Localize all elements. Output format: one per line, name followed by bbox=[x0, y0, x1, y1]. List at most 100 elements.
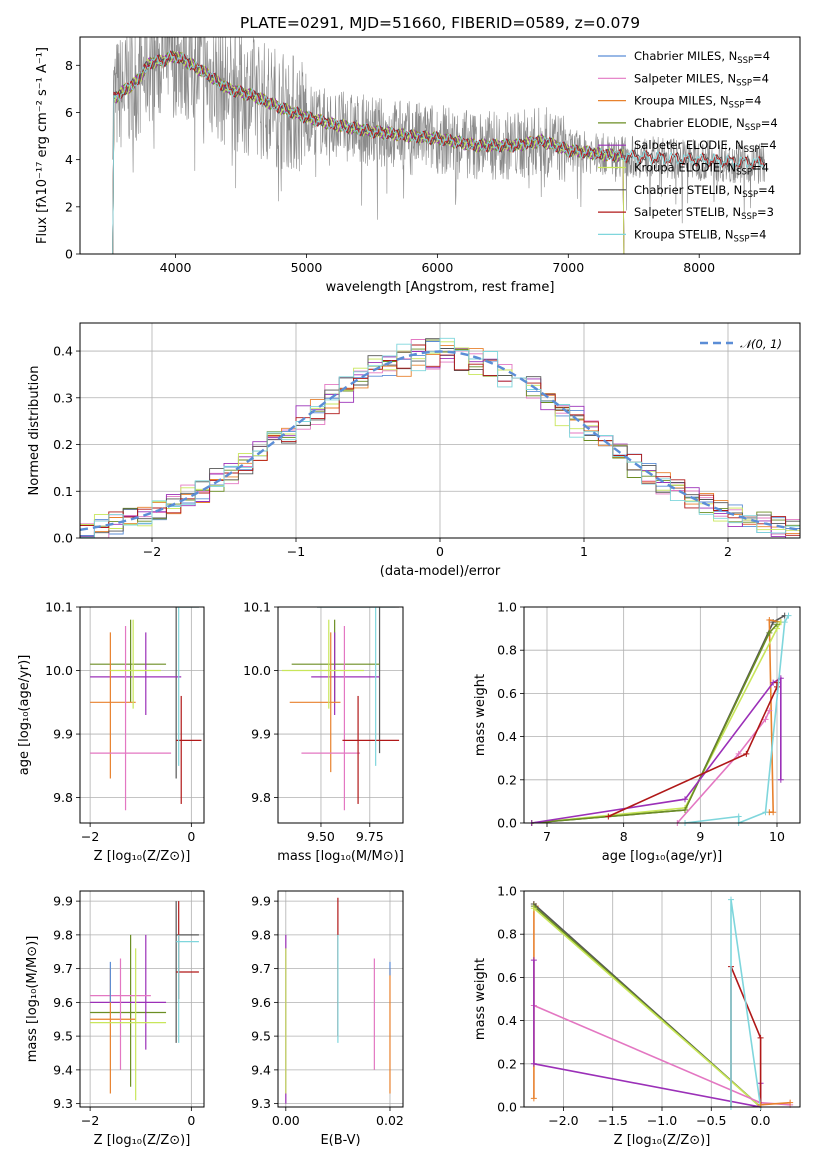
spec-model-line bbox=[112, 50, 765, 254]
weight-point-marker bbox=[785, 612, 792, 619]
legend-entry: Salpeter STELIB, NSSP=3 bbox=[634, 205, 774, 222]
hist-xlabel: (data-model)/error bbox=[380, 564, 501, 579]
mwZ-ytick-label: 0.8 bbox=[497, 927, 517, 942]
spec-frame bbox=[79, 36, 801, 255]
weight-point-marker bbox=[757, 1034, 764, 1041]
legend-entry-sub: SSP bbox=[729, 101, 745, 111]
spec-xtick-label: 5000 bbox=[291, 260, 323, 275]
hist-ytick-label: 0.4 bbox=[53, 344, 73, 359]
mwAge-xtick-label: 8 bbox=[620, 829, 628, 844]
spec-xtick-label: 7000 bbox=[552, 260, 584, 275]
weight-point-marker bbox=[766, 707, 773, 714]
ageM-frame bbox=[277, 606, 404, 824]
mwZ-xtick-label: −1.5 bbox=[598, 1113, 628, 1128]
mwZ-xtick-label: −1.0 bbox=[647, 1113, 677, 1128]
mwAge-ylabel: mass weight bbox=[473, 674, 488, 756]
legend-entry-name: Salpeter STELIB, N bbox=[634, 205, 741, 219]
legend-entry-name: Kroupa ELODIE, N bbox=[634, 161, 736, 175]
legend-entry-tail: =4 bbox=[760, 138, 777, 152]
weight-series-line bbox=[676, 710, 771, 824]
mwAge-ytick-label: 0.4 bbox=[497, 729, 517, 744]
mwAge-frame bbox=[523, 606, 801, 824]
ageZ-ytick-label: 10.1 bbox=[45, 600, 73, 615]
mwZ-ytick-label: 0.0 bbox=[497, 1100, 517, 1115]
legend-entry: Salpeter MILES, NSSP=4 bbox=[634, 71, 769, 88]
ageZ-ytick-label: 9.9 bbox=[53, 727, 73, 742]
hist-ylabel: Normed distribution bbox=[27, 366, 42, 496]
hist-ytick-label: 0.1 bbox=[53, 484, 73, 499]
massEBV-xtick-label: 0.00 bbox=[272, 1113, 300, 1128]
hist-xtick-label: 0 bbox=[436, 544, 444, 559]
massEBV-frame bbox=[277, 890, 404, 1108]
hist-ytick-label: 0.3 bbox=[53, 390, 73, 405]
weight-series-line bbox=[531, 614, 786, 824]
hist-frame bbox=[79, 322, 801, 539]
legend-entry-sub: SSP bbox=[744, 145, 760, 155]
ageZ-frame bbox=[79, 606, 205, 824]
ageZ-ytick-label: 10.0 bbox=[45, 663, 73, 678]
legend-entry-name: Salpeter MILES, N bbox=[634, 71, 736, 85]
massZ-ytick-label: 9.8 bbox=[53, 927, 73, 942]
ageZ-xlabel: Z [log₁₀(Z/Z⊙)] bbox=[94, 849, 191, 864]
spec-axes: 4000 5000 6000 7000 8000 0 2 4 6 8 wavelength [Ang… bbox=[35, 36, 801, 295]
massEBV-xtick-label: 0.02 bbox=[376, 1113, 404, 1128]
weight-point-marker bbox=[766, 629, 773, 636]
spec-xlabel: wavelength [Angstrom, rest frame] bbox=[326, 280, 555, 295]
ageM-ytick-label: 10.0 bbox=[243, 663, 271, 678]
weight-point-marker bbox=[762, 809, 769, 816]
massZ-frame bbox=[79, 890, 205, 1108]
massZ-xlabel: Z [log₁₀(Z/Z⊙)] bbox=[94, 1133, 191, 1148]
mwZ-xtick-label: −0.5 bbox=[696, 1113, 726, 1128]
mwZ-xtick-label: 0.0 bbox=[751, 1113, 771, 1128]
weight-series-line bbox=[684, 615, 790, 825]
legend-entry-sub: SSP bbox=[741, 212, 757, 222]
legend-entry-sub: SSP bbox=[737, 56, 753, 66]
weight-point-marker bbox=[530, 957, 537, 964]
massEBV-ytick-label: 9.3 bbox=[251, 1096, 271, 1111]
weight-point-marker bbox=[766, 616, 773, 623]
hist-xtick-label: −1 bbox=[287, 544, 305, 559]
weight-point-marker bbox=[682, 807, 688, 814]
spec-ytick-label: 2 bbox=[65, 199, 73, 214]
spec-xtick-label: 4000 bbox=[160, 260, 192, 275]
mwAge-ytick-label: 1.0 bbox=[497, 600, 517, 615]
spec-ytick-label: 0 bbox=[65, 247, 73, 262]
mwZ-xlabel: Z [log₁₀(Z/Z⊙)] bbox=[614, 1133, 711, 1148]
hist-series-line bbox=[80, 337, 800, 538]
mwZ-xtick-label: −2.0 bbox=[548, 1113, 578, 1128]
spec-plot bbox=[112, 37, 765, 254]
ageM-axes: 9.50 9.75 9.8 9.9 10.0 10.1 mass [log₁₀(M/M⊙)] bbox=[243, 600, 404, 865]
legend-entry-name: Kroupa MILES, N bbox=[634, 94, 729, 108]
legend-entry-sub: SSP bbox=[745, 123, 761, 133]
massZ-ytick-label: 9.3 bbox=[53, 1096, 73, 1111]
hist-xtick-label: 2 bbox=[724, 544, 732, 559]
spec-ytick-label: 8 bbox=[65, 58, 73, 73]
weight-point-marker bbox=[787, 1099, 794, 1106]
weight-point-marker bbox=[770, 809, 777, 816]
spec-title: PLATE=0291, MJD=51660, FIBERID=0589, z=0… bbox=[240, 14, 640, 32]
massZ-xtick-label: 0 bbox=[187, 1113, 195, 1128]
weight-series-line bbox=[533, 960, 762, 1108]
legend-entry: Kroupa STELIB, NSSP=4 bbox=[634, 227, 766, 244]
hist-plot bbox=[80, 337, 800, 538]
mwAge-xlabel: age [log₁₀(age/yr)] bbox=[602, 849, 723, 864]
hist-axes: −2 −1 0 1 2 0.0 0.1 0.2 0.3 0.4 (data-model)/error… bbox=[27, 322, 801, 579]
legend-entry-sub: SSP bbox=[736, 78, 752, 88]
mwZ-ylabel: mass weight bbox=[473, 958, 488, 1040]
spec-xtick-label: 8000 bbox=[683, 260, 715, 275]
ageZ-ylabel: age [log₁₀(age/yr)] bbox=[17, 655, 32, 776]
mwAge-axes: 7 8 9 10 0.0 0.2 0.4 0.6 0.8 1.0 age [log₁₀(age/yr… bbox=[473, 600, 801, 864]
weight-series-line bbox=[533, 907, 762, 1108]
legend-entry-tail: =4 bbox=[749, 227, 766, 241]
ageZ-axes: −2 0 9.8 9.9 10.0 10.1 Z [log₁₀(Z/Z⊙)] age [log… bbox=[17, 600, 205, 864]
mwZ-axes: −2.0 −1.5 −1.0 −0.5 0.0 0.0 0.2 0.4 0.6 0.8 1.0 Z [… bbox=[473, 884, 801, 1148]
legend-entry-name: Chabrier STELIB, N bbox=[634, 183, 742, 197]
massZ-plot bbox=[90, 901, 199, 1101]
massEBV-ytick-label: 9.6 bbox=[251, 995, 271, 1010]
massEBV-ytick-label: 9.4 bbox=[251, 1062, 271, 1077]
legend-entry-name: Kroupa STELIB, N bbox=[634, 227, 734, 241]
mwZ-frame bbox=[523, 890, 801, 1108]
weight-point-marker bbox=[777, 776, 784, 783]
legend-entry-sub: SSP bbox=[742, 190, 758, 200]
